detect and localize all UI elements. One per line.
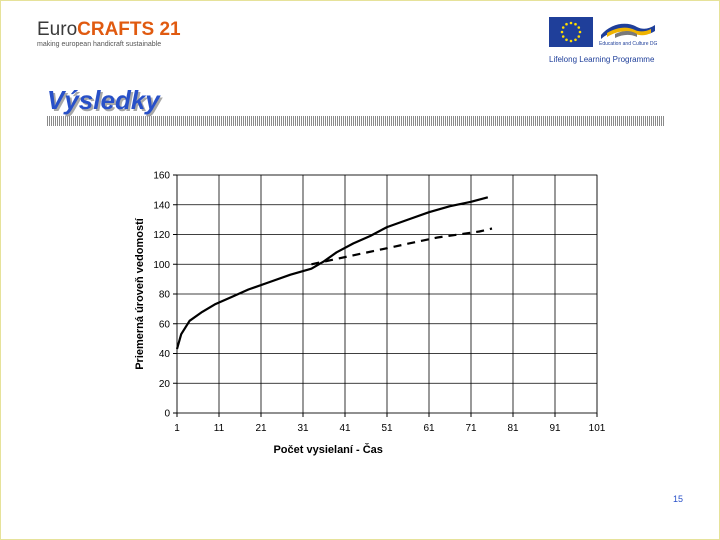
x-tick-label: 41 xyxy=(339,423,351,434)
logo-euro: Euro xyxy=(37,19,78,40)
eu-star xyxy=(574,38,577,42)
x-tick-label: 71 xyxy=(465,423,477,434)
logo-title: EuroCRAFTS 21 xyxy=(37,19,181,41)
y-tick-label: 160 xyxy=(153,171,170,182)
y-tick-label: 100 xyxy=(153,260,170,271)
x-tick-label: 81 xyxy=(507,423,519,434)
page-number: 15 xyxy=(673,494,684,504)
page-title: Výsledky xyxy=(47,85,160,115)
y-tick-label: 20 xyxy=(159,379,171,390)
y-axis-label: Priemerná úroveň vedomostí xyxy=(134,217,146,370)
eu-star xyxy=(577,26,581,29)
eu-star xyxy=(574,22,577,26)
x-tick-label: 51 xyxy=(381,423,393,434)
llp-text: Lifelong Learning Programme xyxy=(549,55,655,64)
eu-star xyxy=(560,30,564,34)
y-tick-label: 120 xyxy=(153,230,170,241)
x-tick-label: 11 xyxy=(214,423,225,434)
x-tick-label: 101 xyxy=(589,423,606,434)
x-axis-label: Počet vysielaní - Čas xyxy=(273,443,382,456)
x-tick-label: 21 xyxy=(255,423,267,434)
y-tick-label: 40 xyxy=(159,349,171,360)
eu-star xyxy=(565,38,568,42)
y-tick-label: 60 xyxy=(159,319,171,330)
eu-star xyxy=(578,30,582,34)
eu-star xyxy=(565,22,568,26)
logo-crafts: CRAFTS 21 xyxy=(77,19,181,40)
eu-flag-icon xyxy=(549,17,593,47)
eu-star xyxy=(569,21,573,25)
series-line-1 xyxy=(175,196,489,350)
programme-logos: Education and Culture DG Lifelong Learni… xyxy=(549,17,661,67)
title-divider xyxy=(47,116,665,126)
x-tick-label: 1 xyxy=(174,423,180,434)
education-culture-icon xyxy=(601,23,655,39)
eu-star xyxy=(569,39,573,43)
y-tick-label: 0 xyxy=(164,409,170,420)
logo-tagline: making european handicraft sustainable xyxy=(37,41,162,48)
x-tick-label: 31 xyxy=(297,423,309,434)
x-tick-label: 91 xyxy=(549,423,561,434)
programme-text: Education and Culture DG xyxy=(599,41,658,47)
eu-star xyxy=(561,26,565,29)
y-tick-label: 80 xyxy=(159,290,171,301)
eurocrafts-logo: EuroCRAFTS 21 making european handicraft… xyxy=(37,19,181,48)
y-tick-label: 140 xyxy=(153,200,170,211)
eu-star xyxy=(577,35,581,38)
x-tick-label: 61 xyxy=(423,423,435,434)
eu-star xyxy=(561,35,565,38)
series-line-2 xyxy=(311,227,493,266)
